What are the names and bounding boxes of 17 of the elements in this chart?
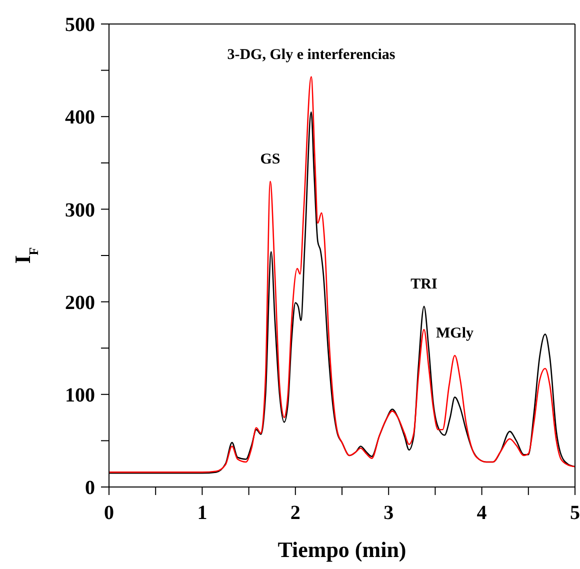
x-tick-label: 5 <box>570 502 580 524</box>
x-tick-label: 3 <box>384 502 394 524</box>
x-tick-label: 2 <box>290 502 300 524</box>
y-tick-label: 0 <box>85 477 95 500</box>
y-tick-label: 300 <box>65 199 95 222</box>
annotation: MGly <box>436 326 474 342</box>
x-tick-label: 4 <box>476 502 487 524</box>
x-tick-label: 1 <box>197 502 208 524</box>
y-tick-label: 100 <box>65 384 95 406</box>
x-axis-title: Tiempo (min) <box>278 537 406 562</box>
annotation: TRI <box>410 276 438 292</box>
y-tick-label: 400 <box>65 106 95 129</box>
annotation: GS <box>260 151 280 168</box>
y-tick-label: 200 <box>65 292 95 314</box>
y-tick-label: 500 <box>65 14 95 36</box>
x-tick-label: 0 <box>104 502 114 524</box>
annotation: 3-DG, Gly e interferencias <box>227 46 396 63</box>
